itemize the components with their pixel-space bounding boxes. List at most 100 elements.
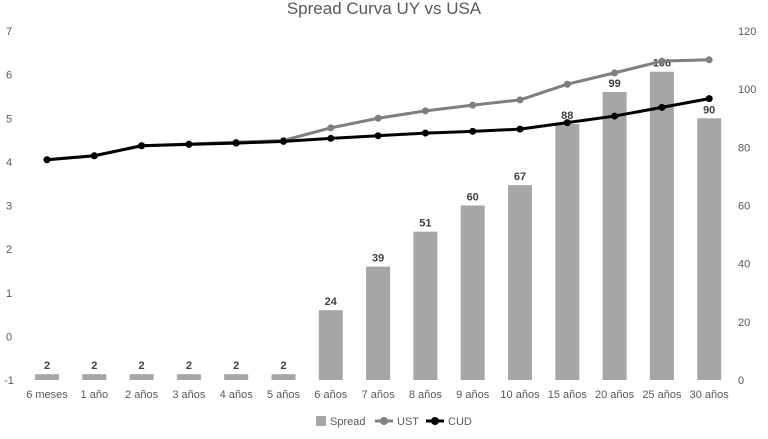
right-axis: 0 20 40 60 80 100 120 [738,26,756,387]
spread-bar [697,118,722,380]
x-tick-label: 10 años [500,389,540,401]
x-axis: 6 meses 1 año 2 años 3 años 4 años 5 años 6 añ… [26,389,729,401]
left-tick-label: 6 [6,70,12,82]
cud-point [705,95,713,103]
spread-bar [366,266,391,380]
legend: Spread UST CUD [316,416,472,428]
left-tick-label: 5 [6,113,12,125]
x-tick-label: 30 años [690,389,730,401]
cud-point [421,129,429,137]
spread-data-label: 51 [419,218,431,230]
spread-data-label: 2 [139,360,145,372]
cud-point [327,134,335,142]
legend-marker-ust [380,417,388,425]
spread-data-label: 2 [44,360,50,372]
right-tick-label: 0 [738,375,744,387]
ust-point [563,80,571,88]
right-tick-label: 40 [738,259,750,271]
left-tick-label: 2 [6,244,12,256]
spread-data-label: 2 [91,360,97,372]
x-tick-label: 3 años [172,389,206,401]
spread-data-label: 99 [608,78,620,90]
spread-bar [318,310,343,380]
spread-bar [649,71,674,380]
left-axis: -1 0 1 2 3 4 5 6 7 [4,26,14,387]
spread-bar [555,124,580,380]
spread-bar [82,374,107,380]
left-tick-label: 0 [6,331,12,343]
spread-data-label: 90 [703,104,715,116]
line-series [43,56,713,164]
legend-label-cud: CUD [448,416,472,428]
x-tick-label: 6 años [314,389,348,401]
left-tick-label: 1 [6,288,12,300]
spread-data-label: 2 [233,360,239,372]
x-tick-label: 8 años [409,389,443,401]
spread-data-label: 2 [186,360,192,372]
cud-point [563,119,571,127]
spread-data-label: 67 [514,171,526,183]
spread-bar [413,231,438,380]
ust-point [516,96,524,104]
ust-point [705,56,713,64]
right-tick-label: 20 [738,317,750,329]
spread-bar [224,374,249,380]
cud-point [658,103,666,111]
right-tick-label: 120 [738,26,756,38]
spread-data-label: 2 [280,360,286,372]
cud-point [280,137,287,145]
legend-label-ust: UST [397,416,419,428]
left-tick-label: 7 [6,26,12,38]
spread-bar [602,92,627,380]
cud-point [469,127,477,135]
legend-swatch-spread [316,416,326,426]
x-tick-label: 1 año [81,389,109,401]
cud-point [185,140,193,148]
ust-point [327,124,335,132]
x-tick-label: 5 años [267,389,301,401]
spread-data-label: 24 [325,296,338,308]
x-tick-label: 6 meses [26,389,68,401]
right-tick-label: 60 [738,201,750,213]
right-tick-label: 100 [738,84,756,96]
spread-bar [508,185,532,380]
x-tick-label: 25 años [642,389,682,401]
ust-point [421,107,429,115]
cud-point [138,142,146,150]
cud-point [611,112,619,120]
x-tick-label: 4 años [220,389,254,401]
spread-bar [271,374,296,380]
cud-point [232,139,240,147]
cud-point [90,152,98,160]
legend-label-spread: Spread [330,416,365,428]
spread-bar [35,374,59,380]
ust-point [374,114,382,122]
right-tick-label: 80 [738,142,750,154]
x-tick-label: 7 años [362,389,396,401]
ust-point [611,69,619,77]
left-tick-label: 4 [6,157,12,169]
spread-data-label: 60 [467,192,479,204]
x-tick-label: 9 años [456,389,490,401]
x-tick-label: 15 años [548,389,588,401]
x-tick-label: 20 años [595,389,635,401]
spread-bar [129,374,154,380]
spread-data-label: 88 [561,110,573,122]
spread-bar [460,205,485,380]
ust-point [469,101,477,109]
cud-point [43,156,51,164]
cud-point [374,132,382,140]
spread-bars [35,71,722,380]
cud-point [516,125,524,133]
left-tick-label: 3 [6,201,12,213]
spread-data-label: 39 [372,253,384,265]
spread-bar-labels: 2222222439516067889910690 [44,58,715,372]
x-tick-label: 2 años [125,389,159,401]
ust-point [658,57,666,65]
spread-bar [176,374,201,380]
chart-title: Spread Curva UY vs USA [287,0,482,18]
legend-marker-cud [431,417,439,425]
left-tick-label: -1 [4,375,14,387]
